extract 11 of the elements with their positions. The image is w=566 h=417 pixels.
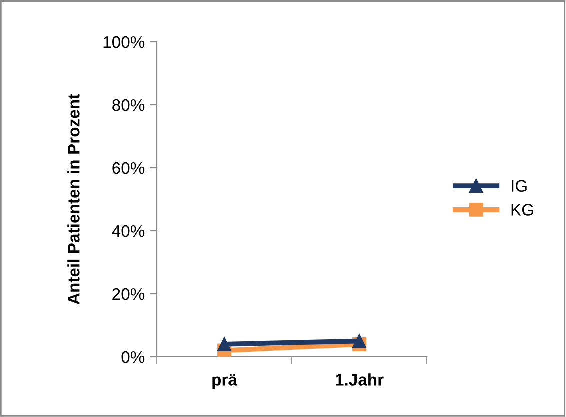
y-tick-label: 20% bbox=[112, 288, 145, 300]
legend-label: IG bbox=[512, 180, 527, 192]
y-tick-label: 80% bbox=[112, 99, 145, 112]
y-axis-title: Anteil Patienten in Prozent bbox=[68, 94, 80, 305]
y-tick-label: 40% bbox=[112, 225, 145, 238]
x-tick-label: 1.Jahr bbox=[336, 374, 384, 386]
y-tick-label: 0% bbox=[122, 351, 145, 364]
y-tick-label: 100% bbox=[104, 36, 145, 48]
legend-label: KG bbox=[512, 204, 534, 216]
y-tick-label: 60% bbox=[112, 162, 145, 174]
x-tick-label: prä bbox=[212, 374, 238, 390]
